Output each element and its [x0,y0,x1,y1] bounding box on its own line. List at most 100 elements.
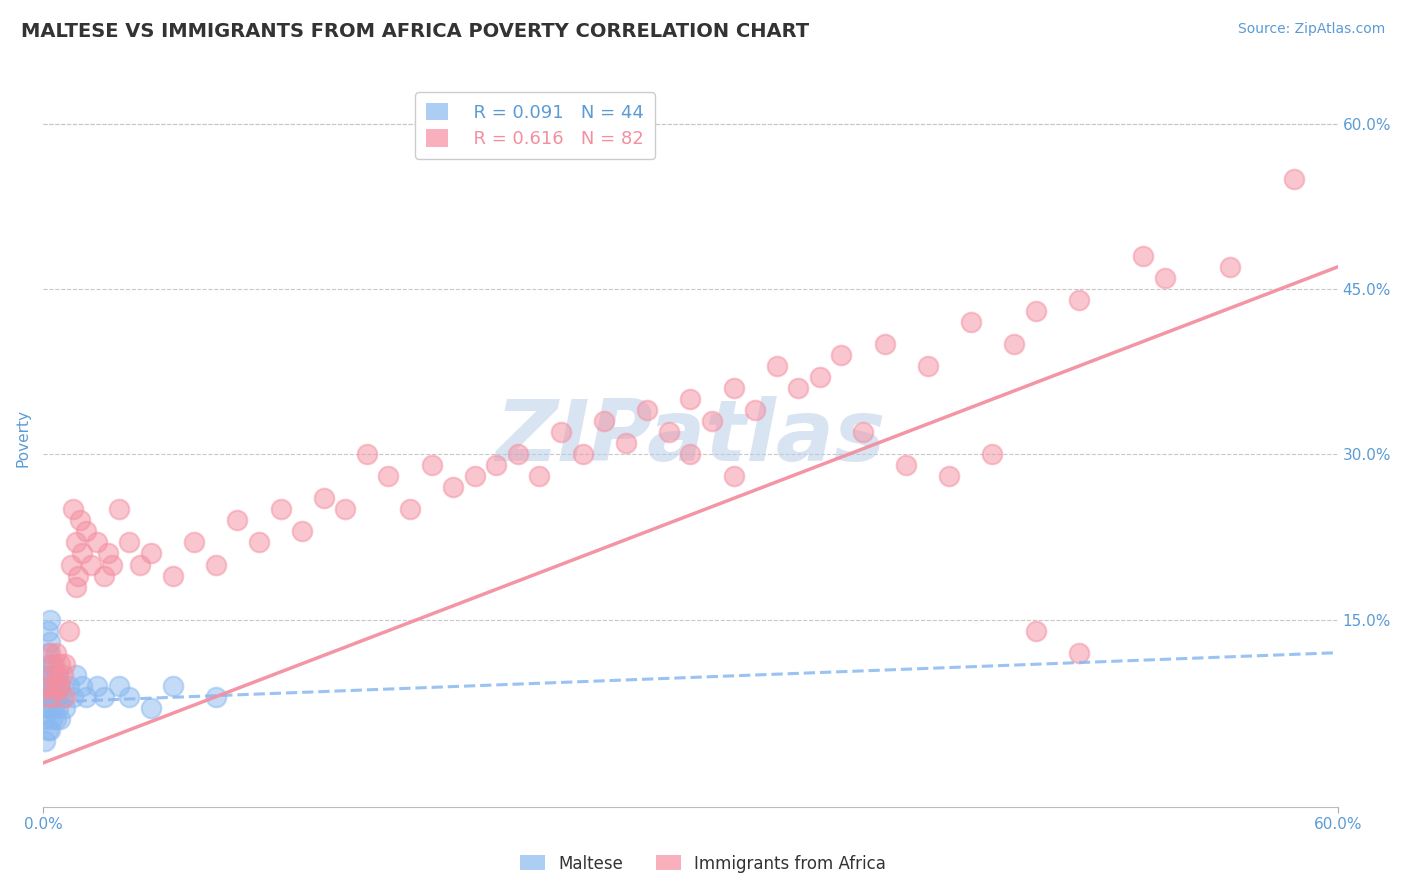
Point [65,580,87,594]
Point [42,700,65,714]
Point [65,667,87,681]
Point [658,425,681,440]
Point [399,502,422,516]
Point [37,690,59,704]
Point [107,679,129,693]
Point [58,679,80,693]
Point [75,690,97,704]
Point [852,425,875,440]
Point [53,700,76,714]
Text: Source: ZipAtlas.com: Source: ZipAtlas.com [1237,22,1385,37]
Point [1067,293,1090,307]
Point [636,403,658,417]
Point [34,667,56,681]
Point [183,535,205,549]
Point [58,624,80,638]
Point [700,414,723,428]
Point [830,348,852,362]
Point [335,502,357,516]
Point [70,679,93,693]
Point [312,491,335,506]
Point [38,657,60,671]
Point [41,679,63,693]
Point [744,403,766,417]
Point [34,712,56,726]
Point [41,712,63,726]
Point [464,469,486,483]
Point [38,723,60,737]
Point [917,359,939,373]
Point [377,469,399,483]
Point [723,469,745,483]
Point [45,690,67,704]
Legend: Maltese, Immigrants from Africa: Maltese, Immigrants from Africa [513,848,893,880]
Point [45,646,67,660]
Point [420,458,443,473]
Point [42,667,65,681]
Point [894,458,917,473]
Point [93,568,115,582]
Point [60,558,83,572]
Point [139,546,162,560]
Point [86,679,108,693]
Point [42,679,65,693]
Point [787,381,810,395]
Point [204,558,226,572]
Point [66,568,89,582]
Point [38,700,60,714]
Point [960,315,983,329]
Point [38,634,60,648]
Point [45,712,67,726]
Point [65,535,87,549]
Point [70,546,93,560]
Point [291,524,314,539]
Point [1132,249,1154,263]
Point [139,700,162,714]
Point [37,624,59,638]
Text: MALTESE VS IMMIGRANTS FROM AFRICA POVERTY CORRELATION CHART: MALTESE VS IMMIGRANTS FROM AFRICA POVERT… [21,22,810,41]
Point [41,667,63,681]
Point [46,700,69,714]
Point [614,436,637,450]
Point [75,524,97,539]
Point [38,646,60,660]
Text: ZIPatlas: ZIPatlas [495,396,886,479]
Point [162,679,184,693]
Point [1154,271,1177,285]
Point [38,667,60,681]
Point [53,690,76,704]
Point [86,535,108,549]
Point [52,690,75,704]
Point [129,558,152,572]
Point [49,679,72,693]
Point [593,414,616,428]
Point [46,667,69,681]
Point [37,723,59,737]
Point [97,546,120,560]
Point [529,469,551,483]
Point [69,513,91,527]
Point [41,657,63,671]
Point [49,679,72,693]
Point [162,568,184,582]
Point [1219,260,1241,274]
Point [204,690,226,704]
Point [34,690,56,704]
Point [34,734,56,748]
Point [62,690,84,704]
Point [550,425,572,440]
Point [1025,304,1047,318]
Point [93,690,115,704]
Point [101,558,124,572]
Point [679,392,702,407]
Point [53,657,76,671]
Legend:   R = 0.091   N = 44,   R = 0.616   N = 82: R = 0.091 N = 44, R = 0.616 N = 82 [415,92,655,159]
Point [107,502,129,516]
Point [37,646,59,660]
Point [41,690,63,704]
Point [1025,624,1047,638]
Point [79,558,101,572]
Point [723,381,745,395]
Point [765,359,787,373]
Point [46,679,69,693]
